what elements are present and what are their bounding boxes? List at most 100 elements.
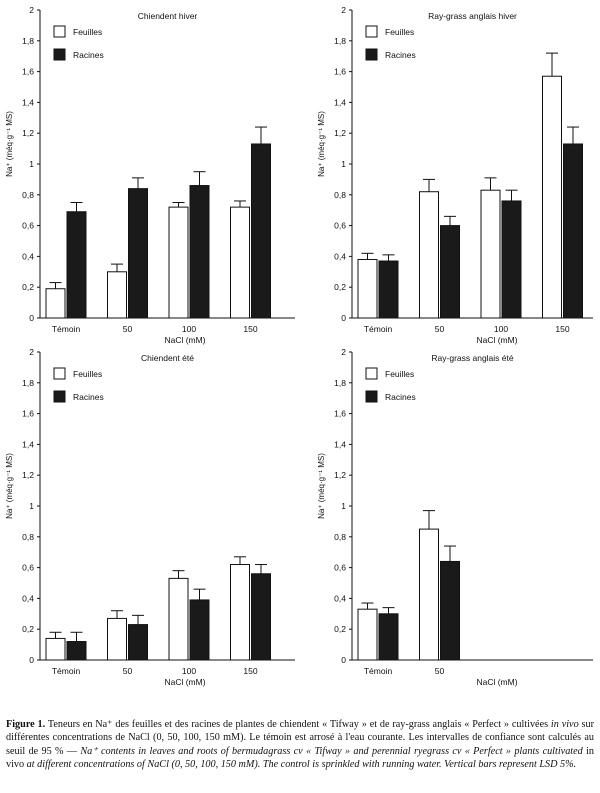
y-tick-label: 1,8 — [334, 36, 346, 46]
figure-charts: 0 0,2 0,4 0,6 0,8 1 1,2 1,4 1,6 1,8 2 Na⁺ (méq·g⁻¹ … — [5, 5, 593, 687]
x-tick-label: 150 — [555, 324, 569, 334]
y-tick-label: 1 — [341, 159, 346, 169]
y-axis-label: Na⁺ (méq·g⁻¹ MS) — [317, 111, 326, 177]
y-tick-label: 0,2 — [22, 282, 34, 292]
x-tick-label: 50 — [435, 666, 445, 676]
bar — [45, 288, 66, 319]
x-tick-label: 100 — [182, 324, 196, 334]
bar — [107, 271, 127, 319]
y-tick-label: 2 — [29, 5, 34, 15]
figure-caption: Figure 1. Teneurs en Na⁺ des feuilles et… — [6, 718, 594, 772]
bar — [230, 564, 250, 661]
y-tick-label: 0,4 — [22, 251, 34, 261]
y-tick-label: 1 — [29, 501, 34, 511]
bar — [45, 637, 66, 661]
y-tick-label: 0,8 — [22, 532, 34, 542]
y-tick-label: 1,6 — [334, 67, 346, 77]
bar — [251, 573, 271, 661]
bar — [189, 185, 210, 319]
bar — [66, 641, 87, 661]
y-tick-label: 1,2 — [334, 128, 346, 138]
y-tick-label: 0 — [341, 313, 346, 323]
legend-swatch — [53, 390, 66, 403]
y-tick-label: 0 — [341, 655, 346, 665]
y-tick-label: 1,4 — [22, 439, 34, 449]
legend-swatch — [365, 25, 378, 38]
y-tick-label: 1,6 — [22, 409, 34, 419]
caption-label: Figure 1. — [6, 719, 46, 730]
bar — [378, 260, 399, 319]
legend-label: Racines — [385, 392, 416, 402]
y-tick-label: 2 — [341, 5, 346, 15]
y-tick-label: 1 — [29, 159, 34, 169]
y-tick-label: 0,6 — [22, 221, 34, 231]
bar — [357, 608, 378, 661]
y-tick-label: 0,2 — [334, 624, 346, 634]
bar — [480, 189, 501, 319]
y-tick-label: 1,4 — [334, 97, 346, 107]
bar — [378, 613, 399, 661]
x-tick-label: 150 — [243, 324, 257, 334]
y-tick-label: 0,4 — [334, 251, 346, 261]
legend-label: Feuilles — [385, 27, 414, 37]
bar — [230, 206, 250, 319]
bar — [563, 143, 583, 319]
chart-title: Ray-grass anglais été — [431, 353, 513, 363]
bar — [440, 225, 460, 319]
x-tick-label: Témoin — [364, 666, 393, 676]
legend-label: Feuilles — [385, 369, 414, 379]
chart-panel-4: 0 0,2 0,4 0,6 0,8 1 1,2 1,4 1,6 1,8 2 Na⁺ (méq·g⁻¹ … — [317, 347, 593, 687]
y-tick-label: 1,8 — [22, 378, 34, 388]
legend-swatch — [365, 367, 378, 380]
y-axis-label: Na⁺ (méq·g⁻¹ MS) — [317, 453, 326, 519]
y-tick-label: 0,8 — [22, 190, 34, 200]
y-axis-label: Na⁺ (méq·g⁻¹ MS) — [5, 111, 14, 177]
caption-text-2: sur différentes concentrations de NaCl (… — [6, 719, 594, 757]
x-tick-label: Témoin — [52, 666, 81, 676]
bar — [419, 528, 439, 661]
y-tick-label: 0 — [29, 655, 34, 665]
caption-text-1: Teneurs en Na⁺ des feuilles et des racin… — [45, 719, 551, 730]
y-tick-label: 1,8 — [22, 36, 34, 46]
legend-label: Racines — [73, 50, 104, 60]
bar — [542, 75, 562, 319]
bar — [251, 143, 271, 319]
x-tick-label: 50 — [123, 324, 133, 334]
legend-swatch — [53, 25, 66, 38]
y-tick-label: 0,8 — [334, 532, 346, 542]
y-tick-label: 1,8 — [334, 378, 346, 388]
y-tick-label: 2 — [29, 347, 34, 357]
y-axis-label: Na⁺ (méq·g⁻¹ MS) — [5, 453, 14, 519]
x-axis-label: NaCl (mM) — [476, 677, 517, 687]
bar — [128, 188, 148, 319]
y-tick-label: 1,6 — [334, 409, 346, 419]
x-tick-label: 100 — [182, 666, 196, 676]
y-tick-label: 1,4 — [22, 97, 34, 107]
bar — [168, 577, 189, 661]
chart-title: Chiendent hiver — [138, 11, 198, 21]
x-tick-label: 150 — [243, 666, 257, 676]
legend-label: Feuilles — [73, 27, 102, 37]
y-tick-label: 1 — [341, 501, 346, 511]
legend-swatch — [53, 367, 66, 380]
y-tick-label: 0,6 — [22, 563, 34, 573]
y-tick-label: 0,2 — [22, 624, 34, 634]
y-tick-label: 0,2 — [334, 282, 346, 292]
x-axis-label: NaCl (mM) — [164, 677, 205, 687]
y-tick-label: 0,8 — [334, 190, 346, 200]
y-tick-label: 0,6 — [334, 563, 346, 573]
bar — [501, 200, 522, 319]
y-tick-label: 2 — [341, 347, 346, 357]
x-tick-label: Témoin — [52, 324, 81, 334]
caption-text-3: in vivo — [6, 745, 595, 771]
chart-panel-1: 0 0,2 0,4 0,6 0,8 1 1,2 1,4 1,6 1,8 2 Na⁺ (méq·g⁻¹ … — [5, 5, 295, 345]
chart-panel-2: 0 0,2 0,4 0,6 0,8 1 1,2 1,4 1,6 1,8 2 Na⁺ (méq·g⁻¹ … — [317, 5, 593, 345]
y-tick-label: 1,4 — [334, 439, 346, 449]
x-tick-label: 50 — [123, 666, 133, 676]
x-axis-label: NaCl (mM) — [164, 335, 205, 345]
y-tick-label: 0 — [29, 313, 34, 323]
legend-swatch — [365, 390, 378, 403]
bar — [419, 191, 439, 319]
y-tick-label: 0,4 — [334, 593, 346, 603]
y-tick-label: 0,6 — [334, 221, 346, 231]
